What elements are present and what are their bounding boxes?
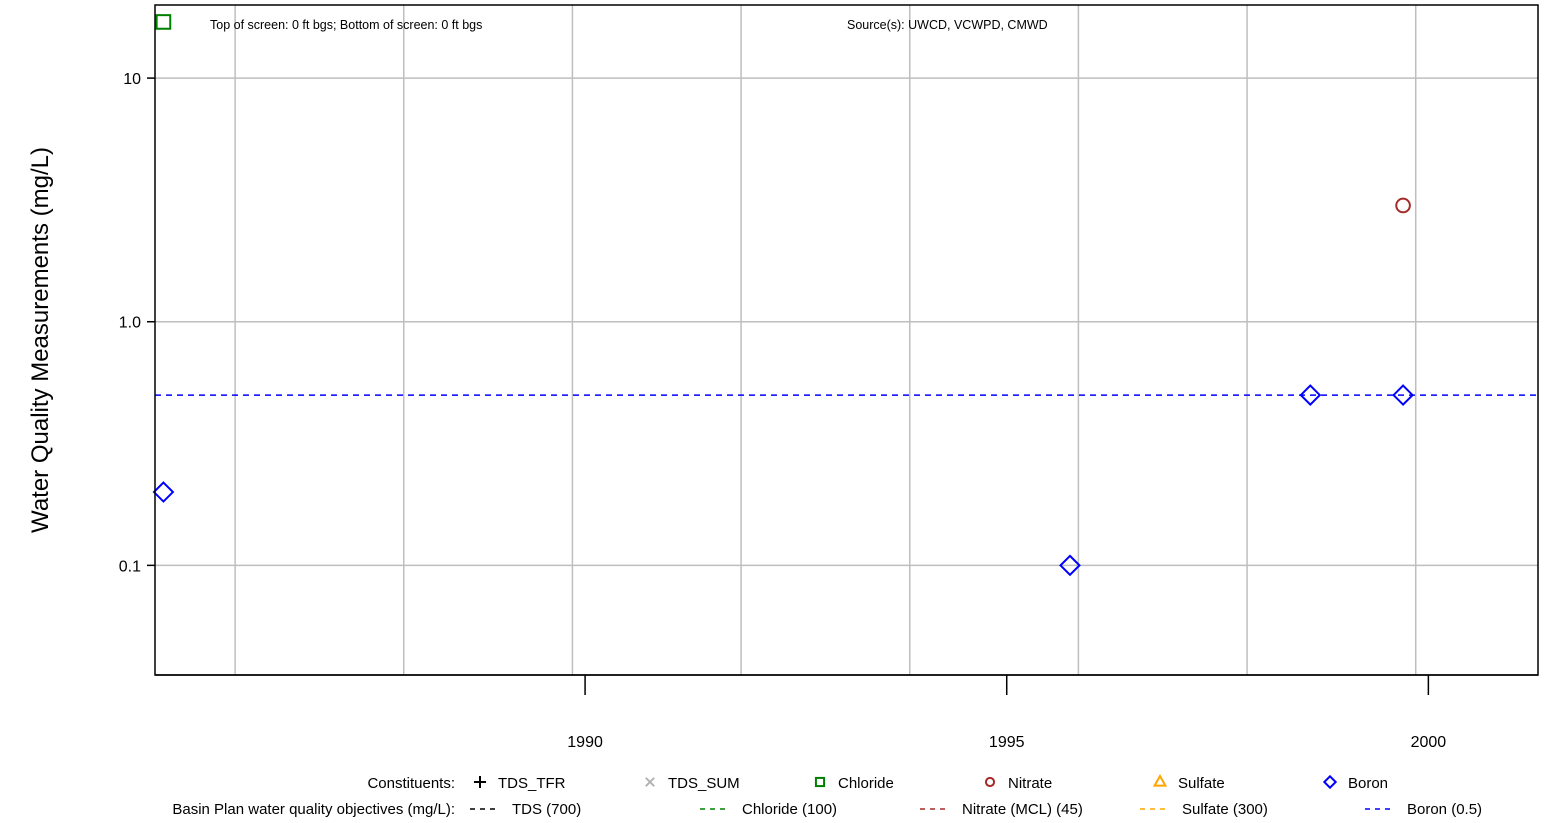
legend-label: Chloride: [838, 775, 894, 792]
data-point-chloride: [155, 14, 172, 30]
data-points: [152, 14, 1414, 577]
legend: TDS_TFR TDS_SUM Chloride Nitrate Sulfate Boro…: [470, 773, 1482, 818]
top-left-note: Top of screen: 0 ft bgs; Bottom of scree…: [210, 18, 482, 32]
plot-frame: [154, 4, 1539, 676]
y-tick-label: 1.0: [119, 315, 141, 332]
legend-constituents-label: Constituents:: [367, 775, 455, 792]
y-axis: 0.11.0101001000: [119, 71, 155, 575]
legend-label: Boron (0.5): [1407, 801, 1482, 818]
data-point-boron: [1299, 384, 1322, 406]
legend-marker: [1152, 773, 1168, 787]
data-point-boron: [1392, 384, 1414, 406]
legend-item-nitrate: Nitrate: [984, 775, 1052, 792]
legend-item-sulfate: Sulfate: [1152, 773, 1225, 792]
legend-label: Sulfate (300): [1182, 801, 1268, 818]
data-point-boron: [152, 481, 175, 503]
y-tick-label: 10: [123, 71, 141, 88]
legend-label: Nitrate: [1008, 775, 1052, 792]
legend-objectives-label: Basin Plan water quality objectives (mg/…: [172, 801, 455, 818]
grid-layer: [155, 5, 1538, 675]
legend-label: Boron: [1348, 775, 1388, 792]
data-point-nitrate: [1395, 197, 1411, 214]
legend-objective-item: Nitrate (MCL) (45): [920, 801, 1083, 818]
legend-marker: [645, 777, 655, 787]
legend-objective-item: TDS (700): [470, 801, 581, 818]
data-point-boron: [1059, 554, 1081, 577]
legend-label: Nitrate (MCL) (45): [962, 801, 1083, 818]
legend-item-chloride: Chloride: [814, 775, 894, 792]
top-right-note: Source(s): UWCD, VCWPD, CMWD: [847, 18, 1048, 32]
x-tick-label: 1995: [989, 734, 1025, 751]
legend-marker: [984, 776, 996, 788]
legend-marker: [1322, 774, 1338, 790]
legend-item-tds_tfr: TDS_TFR: [474, 775, 566, 792]
x-tick-label: 2000: [1411, 734, 1447, 751]
legend-item-tds_sum: TDS_SUM: [645, 775, 740, 792]
objective-lines: [155, 394, 1538, 396]
legend-objective-item: Boron (0.5): [1365, 801, 1482, 818]
x-tick-label: 1990: [567, 734, 603, 751]
y-tick-label: 0.1: [119, 558, 141, 575]
y-axis-title: Water Quality Measurements (mg/L): [27, 147, 54, 533]
legend-label: Chloride (100): [742, 801, 837, 818]
legend-marker: [814, 776, 826, 788]
legend-objective-item: Sulfate (300): [1140, 801, 1268, 818]
x-axis: 1990 1995 2000: [155, 674, 1538, 751]
legend-label: Sulfate: [1178, 775, 1225, 792]
legend-label: TDS_TFR: [498, 775, 566, 792]
legend-item-boron: Boron: [1322, 774, 1388, 792]
legend-label: TDS (700): [512, 801, 581, 818]
legend-label: TDS_SUM: [668, 775, 740, 792]
legend-objective-item: Chloride (100): [700, 801, 837, 818]
legend-marker: [474, 776, 486, 788]
